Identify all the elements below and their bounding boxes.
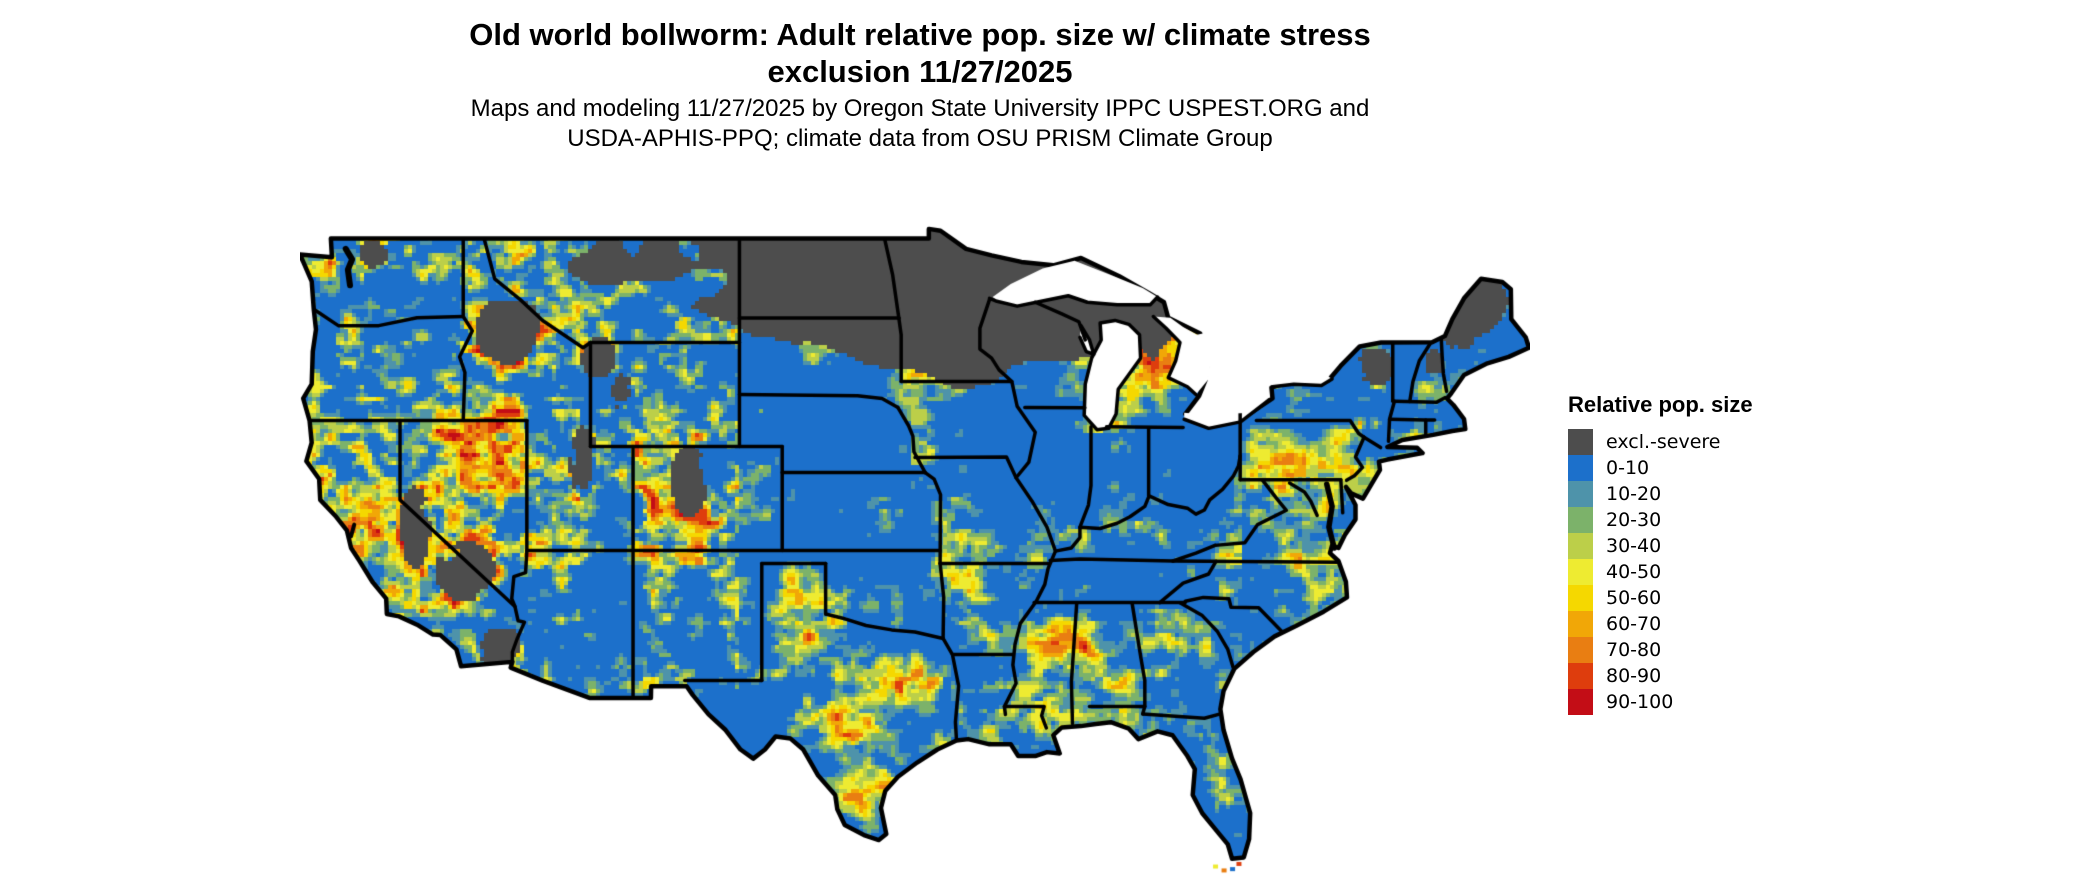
legend: Relative pop. size excl.-severe 0-10 10-20… bbox=[1568, 392, 1753, 715]
legend-label: 10-20 bbox=[1606, 483, 1662, 505]
legend-rows: excl.-severe 0-10 10-20 20-30 30-40 40-50 50-6… bbox=[1568, 429, 1753, 715]
us-climate-raster-map bbox=[300, 225, 1530, 885]
legend-swatch bbox=[1568, 507, 1593, 533]
legend-label: 30-40 bbox=[1606, 535, 1662, 557]
legend-label: 20-30 bbox=[1606, 509, 1662, 531]
legend-title: Relative pop. size bbox=[1568, 392, 1753, 417]
map-subtitle-line1: Maps and modeling 11/27/2025 by Oregon S… bbox=[470, 95, 1370, 122]
legend-row: 50-60 bbox=[1568, 585, 1753, 611]
legend-swatch bbox=[1568, 585, 1593, 611]
legend-row: 0-10 bbox=[1568, 455, 1753, 481]
legend-label: excl.-severe bbox=[1606, 431, 1721, 453]
legend-swatch bbox=[1568, 559, 1593, 585]
legend-row: 10-20 bbox=[1568, 481, 1753, 507]
legend-row: 70-80 bbox=[1568, 637, 1753, 663]
map-subtitle-line2: USDA-APHIS-PPQ; climate data from OSU PR… bbox=[567, 125, 1273, 152]
legend-row: 80-90 bbox=[1568, 663, 1753, 689]
legend-swatch bbox=[1568, 689, 1593, 715]
legend-label: 60-70 bbox=[1606, 613, 1662, 635]
legend-row: 20-30 bbox=[1568, 507, 1753, 533]
map-title-line1: Old world bollworm: Adult relative pop. … bbox=[469, 17, 1371, 52]
legend-row: 40-50 bbox=[1568, 559, 1753, 585]
legend-row: excl.-severe bbox=[1568, 429, 1753, 455]
legend-label: 40-50 bbox=[1606, 561, 1662, 583]
legend-swatch bbox=[1568, 429, 1593, 455]
legend-label: 50-60 bbox=[1606, 587, 1662, 609]
map-title: Old world bollworm: Adult relative pop. … bbox=[385, 16, 1455, 90]
legend-swatch bbox=[1568, 533, 1593, 559]
legend-swatch bbox=[1568, 663, 1593, 689]
legend-swatch bbox=[1568, 637, 1593, 663]
legend-row: 30-40 bbox=[1568, 533, 1753, 559]
map-subtitle: Maps and modeling 11/27/2025 by Oregon S… bbox=[385, 94, 1455, 154]
legend-row: 90-100 bbox=[1568, 689, 1753, 715]
legend-label: 0-10 bbox=[1606, 457, 1650, 479]
legend-swatch bbox=[1568, 611, 1593, 637]
legend-row: 60-70 bbox=[1568, 611, 1753, 637]
map-title-line2: exclusion 11/27/2025 bbox=[767, 54, 1073, 89]
legend-swatch bbox=[1568, 481, 1593, 507]
legend-label: 90-100 bbox=[1606, 691, 1674, 713]
legend-label: 80-90 bbox=[1606, 665, 1662, 687]
legend-label: 70-80 bbox=[1606, 639, 1662, 661]
legend-swatch bbox=[1568, 455, 1593, 481]
